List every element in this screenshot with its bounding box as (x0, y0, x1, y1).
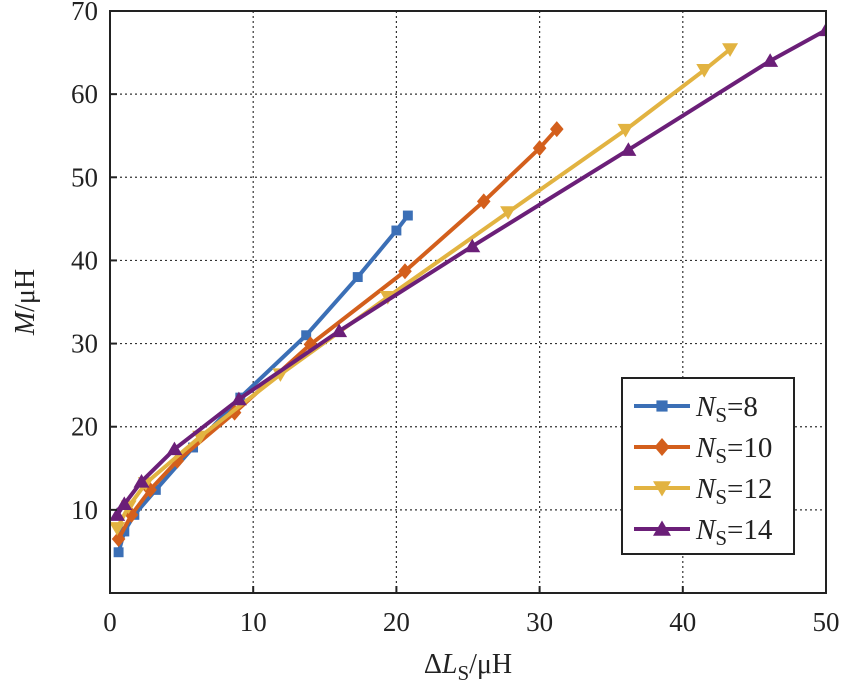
x-label-tail: /μH (469, 649, 512, 680)
y-label-symbol: M (10, 310, 41, 336)
y-tick-label: 60 (71, 79, 98, 109)
data-point (500, 206, 517, 220)
data-point (696, 64, 713, 78)
data-point (532, 140, 547, 157)
data-point (301, 330, 312, 341)
legend-label: NS=8 (695, 391, 758, 427)
series-layer (110, 22, 826, 558)
data-point (113, 547, 124, 558)
legend-value: =14 (727, 514, 773, 546)
legend-marker (653, 481, 671, 497)
y-tick-label: 40 (71, 245, 98, 275)
x-label-delta: Δ (424, 649, 442, 680)
data-point (617, 123, 634, 138)
data-point (398, 263, 412, 280)
data-point (402, 210, 413, 221)
data-point (111, 530, 126, 547)
legend-value: =8 (727, 391, 758, 423)
legend-value: =10 (727, 432, 772, 464)
data-point (620, 142, 637, 156)
data-point (464, 238, 481, 253)
legend-symbol: N (695, 473, 717, 505)
series-ns14 (110, 22, 826, 521)
x-axis-label: ΔLS/μH (424, 649, 512, 685)
x-tick-label: 0 (103, 607, 117, 637)
data-point (227, 404, 242, 421)
data-point (391, 225, 402, 236)
x-tick-label: 40 (669, 607, 696, 637)
data-point (722, 43, 739, 57)
legend-symbol: N (695, 514, 717, 546)
y-tick-label: 50 (71, 162, 98, 192)
data-point (762, 53, 779, 67)
data-point (166, 441, 183, 456)
x-label-symbol: L (441, 649, 458, 680)
data-point (476, 193, 491, 210)
legend-marker (654, 438, 670, 456)
x-tick-label: 10 (240, 607, 267, 637)
legend-label: NS=14 (695, 514, 773, 550)
y-axis-label: M/μH (10, 269, 41, 336)
x-tick-label: 30 (526, 607, 553, 637)
data-point (133, 473, 150, 488)
legend-symbol: N (695, 432, 717, 464)
x-tick-label: 20 (383, 607, 410, 637)
legend-subscript: S (715, 485, 727, 509)
y-tick-label: 20 (71, 412, 98, 442)
legend-subscript: S (715, 526, 727, 550)
data-point (331, 323, 348, 338)
legend-subscript: S (715, 444, 727, 468)
y-tick-label: 70 (71, 0, 98, 26)
x-label-main: ΔL (424, 649, 458, 680)
data-point (170, 452, 185, 469)
data-point (110, 522, 126, 536)
legend-symbol: N (695, 391, 717, 423)
data-point (230, 391, 247, 406)
y-tick-label: 10 (71, 495, 98, 525)
x-label-subscript: S (457, 661, 469, 685)
legend-marker (656, 400, 668, 412)
legend-value: =12 (727, 473, 772, 505)
axis-ticks: 0 10 20 30 40 50 10 20 30 40 50 60 70 (71, 0, 840, 637)
legend-subscript: S (715, 403, 727, 427)
legend-label: NS=10 (695, 432, 772, 468)
series-line (115, 28, 826, 516)
data-point (549, 121, 564, 138)
y-label-unit: /μH (10, 269, 41, 312)
data-point (818, 22, 826, 37)
data-point (352, 272, 363, 283)
legend-marker (653, 520, 671, 536)
y-tick-label: 30 (71, 329, 98, 359)
legend-label: NS=12 (695, 473, 772, 509)
x-tick-label: 50 (813, 607, 840, 637)
data-point (110, 507, 126, 521)
data-point (116, 496, 133, 511)
plot-frame (109, 10, 827, 594)
